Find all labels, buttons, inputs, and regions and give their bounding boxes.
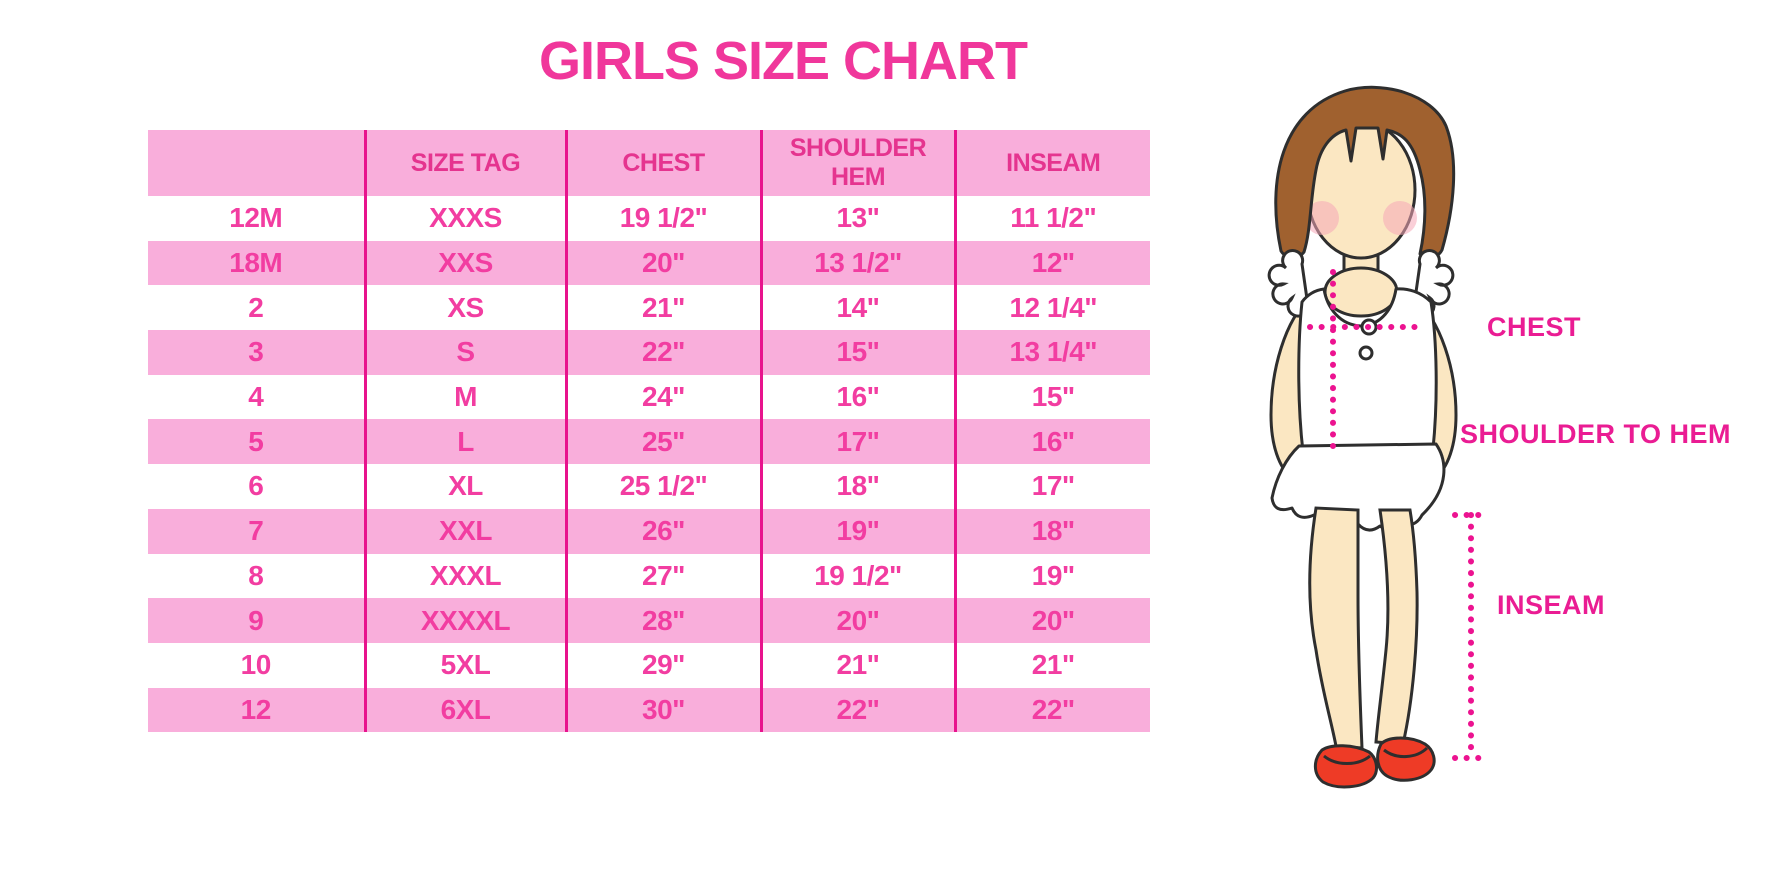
table-cell: 5 (148, 419, 365, 465)
table-cell: 13 1/2" (759, 240, 955, 286)
table-row: 6 XL 25 1/2" 18" 17" (148, 464, 1150, 509)
table-cell: XXXS (363, 196, 566, 241)
table-cell: 30" (564, 687, 761, 733)
table-cell: 26" (564, 508, 761, 554)
column-header (148, 130, 365, 196)
table-cell: 13" (759, 196, 955, 241)
table-cell: 19" (759, 508, 955, 554)
size-table-head-row: SIZE TAG CHEST SHOULDER HEM INSEAM (148, 130, 1150, 196)
table-cell: XXXL (363, 553, 566, 599)
table-cell: 16" (759, 374, 955, 420)
table-cell: 7 (148, 508, 365, 554)
table-cell: 15" (759, 330, 955, 375)
top-button-2 (1358, 345, 1374, 361)
left-leg (1308, 506, 1364, 750)
table-row: 7 XXL 26" 19" 18" (148, 508, 1150, 554)
left-shoe (1313, 744, 1378, 789)
table-cell: 10 (148, 642, 365, 688)
table-cell: 25" (564, 419, 761, 465)
table-cell: 17" (953, 464, 1150, 509)
table-cell: XS (363, 285, 566, 331)
table-cell: 19 1/2" (759, 553, 955, 599)
inseam-label: INSEAM (1497, 590, 1605, 620)
table-cell: 8 (148, 553, 365, 599)
table-row: 12M XXXS 19 1/2" 13" 11 1/2" (148, 196, 1150, 241)
right-leg (1374, 508, 1419, 746)
table-cell: 4 (148, 374, 365, 420)
table-row: 18M XXS 20" 13 1/2" 12" (148, 240, 1150, 286)
table-cell: 21" (953, 642, 1150, 688)
column-header: SIZE TAG (363, 130, 566, 196)
table-cell: 22" (953, 687, 1150, 733)
table-cell: 18M (148, 240, 365, 286)
right-shoe-strap (1383, 746, 1429, 758)
table-row: 3 S 22" 15" 13 1/4" (148, 330, 1150, 375)
table-cell: 20" (953, 598, 1150, 643)
column-header: SHOULDER HEM (759, 130, 955, 196)
table-cell: 19 1/2" (564, 196, 761, 241)
column-header: INSEAM (953, 130, 1150, 196)
table-cell: 3 (148, 330, 365, 375)
table-cell: 13 1/4" (953, 330, 1150, 375)
table-cell: 24" (564, 374, 761, 420)
table-cell: 12M (148, 196, 365, 241)
table-cell: S (363, 330, 566, 375)
table-cell: 12" (953, 240, 1150, 286)
girl-figure-illustration: CHEST SHOULDER TO HEM INSEAM (1267, 85, 1731, 789)
table-cell: 12 (148, 687, 365, 733)
table-cell: XXXXL (363, 598, 566, 643)
table-cell: 29" (564, 642, 761, 688)
size-table-body: 12M XXXS 19 1/2" 13" 11 1/2" 18M XXS 20" 13 1/2"… (148, 196, 1150, 733)
table-row: 4 M 24" 16" 15" (148, 374, 1150, 420)
table-cell: 20" (759, 598, 955, 643)
table-cell: 21" (759, 642, 955, 688)
right-shoe (1376, 736, 1436, 782)
table-cell: 28" (564, 598, 761, 643)
table-cell: 16" (953, 419, 1150, 465)
table-cell: 21" (564, 285, 761, 331)
table-cell: 22" (564, 330, 761, 375)
table-cell: 20" (564, 240, 761, 286)
measurement-figure: CHEST SHOULDER TO HEM INSEAM (1150, 40, 1780, 850)
table-row: 8 XXXL 27" 19 1/2" 19" (148, 553, 1150, 599)
table-row: 10 5XL 29" 21" 21" (148, 642, 1150, 688)
table-cell: 6 (148, 464, 365, 509)
table-cell: 17" (759, 419, 955, 465)
table-cell: 22" (759, 687, 955, 733)
left-cheek (1305, 201, 1339, 235)
table-cell: M (363, 374, 566, 420)
left-sleeve-ruffle (1267, 249, 1310, 318)
table-cell: 2 (148, 285, 365, 331)
table-cell: L (363, 419, 566, 465)
table-cell: 18" (953, 508, 1150, 554)
table-cell: 27" (564, 553, 761, 599)
table-cell: 6XL (363, 687, 566, 733)
table-row: 2 XS 21" 14" 12 1/4" (148, 285, 1150, 331)
table-cell: 18" (759, 464, 955, 509)
table-cell: 25 1/2" (564, 464, 761, 509)
left-shoe-strap (1323, 754, 1371, 765)
table-cell: 15" (953, 374, 1150, 420)
page-title: GIRLS SIZE CHART (538, 31, 1028, 91)
chest-skin (1323, 266, 1399, 318)
column-header: CHEST (564, 130, 761, 196)
table-cell: 5XL (363, 642, 566, 688)
table-cell: XXS (363, 240, 566, 286)
table-cell: 11 1/2" (953, 196, 1150, 241)
girls-size-table: SIZE TAG CHEST SHOULDER HEM INSEAM 12M XXXS 1… (148, 130, 1150, 733)
table-cell: 12 1/4" (953, 285, 1150, 331)
right-cheek (1383, 201, 1417, 235)
table-cell: 19" (953, 553, 1150, 599)
table-cell: XL (363, 464, 566, 509)
table-row: 12 6XL 30" 22" 22" (148, 687, 1150, 733)
shoulder-to-hem-label: SHOULDER TO HEM (1460, 419, 1731, 449)
chest-label: CHEST (1487, 312, 1581, 342)
table-cell: XXL (363, 508, 566, 554)
table-cell: 9 (148, 598, 365, 643)
hair (1274, 85, 1456, 259)
table-row: 9 XXXXL 28" 20" 20" (148, 598, 1150, 643)
table-row: 5 L 25" 17" 16" (148, 419, 1150, 465)
table-cell: 14" (759, 285, 955, 331)
